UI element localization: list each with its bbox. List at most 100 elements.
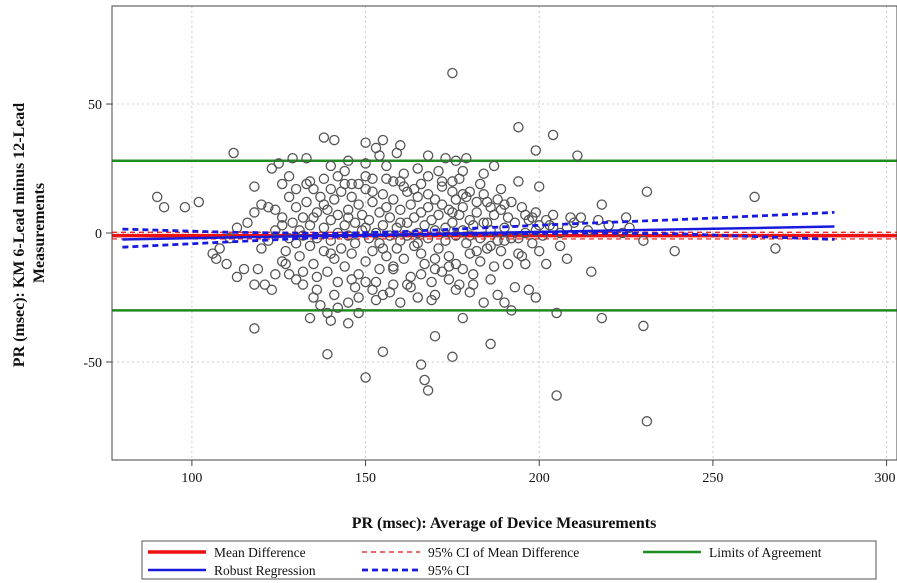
data-point [325,160,337,172]
data-point [374,207,385,218]
data-point [381,173,392,185]
data-point [388,194,399,205]
data-point [443,204,455,216]
data-point [471,245,482,257]
data-point [381,201,392,213]
regression-ci-lower-curve [122,231,835,249]
data-point [388,176,399,187]
data-point [596,199,608,210]
data-point [308,258,319,270]
data-point [318,245,330,257]
data-point [325,315,337,326]
y-axis-label-line-1: PR (msec): KM 6-Lead minus 12-Lead [11,103,28,368]
data-point [276,220,288,231]
data-point [457,201,469,213]
data-point [238,263,250,275]
data-point [440,152,451,164]
data-point [263,201,274,213]
data-point [384,212,396,223]
data-point [151,191,163,203]
data-point [322,204,333,216]
data-point [492,235,503,246]
data-point [408,212,420,223]
data-point [412,292,423,303]
data-point [485,274,496,285]
data-point [499,199,510,210]
data-point [461,152,472,164]
data-point [367,173,378,185]
data-point [249,207,260,218]
data-point [342,155,354,167]
data-point [391,147,403,159]
data-point [276,256,288,267]
data-point [283,171,295,182]
data-point [377,289,389,301]
data-point [429,289,441,301]
data-point [568,217,580,228]
data-point [335,243,347,254]
data-point [332,302,344,314]
data-point [318,132,330,143]
data-point [450,230,462,241]
data-point [395,235,406,246]
data-point [290,201,302,213]
data-point [495,245,507,257]
data-point [353,269,364,280]
data-point [638,235,649,246]
data-point [360,137,371,148]
data-point [551,390,562,401]
regression-ci-upper-curve [122,211,835,235]
regression-layer [122,211,835,249]
data-point [513,121,524,133]
data-point [478,189,489,200]
data-point [450,155,462,167]
data-point [412,163,423,174]
data-point [586,266,597,277]
data-point [429,253,441,265]
data-point [596,312,608,324]
data-point [520,209,531,221]
data-point [433,243,444,254]
data-point [395,297,406,308]
data-point [415,178,427,190]
legend-label: Robust Regression [214,563,316,578]
data-point [249,323,260,334]
data-point [506,196,517,208]
data-point [377,346,389,357]
data-point [401,279,413,290]
data-point [318,173,330,185]
data-point [422,385,434,396]
data-point [429,263,441,275]
data-point [384,287,396,298]
data-point [575,212,587,223]
data-point [353,178,364,190]
data-point [353,199,364,210]
data-point [301,152,312,164]
data-point [447,217,458,228]
data-point [280,245,291,257]
data-point [242,217,253,228]
data-point [540,258,552,270]
data-point [513,248,524,259]
data-point [513,232,524,244]
data-point [488,160,500,172]
data-point [422,150,434,161]
x-tick-label: 250 [702,471,723,486]
data-point [367,186,378,197]
data-point [412,238,423,249]
data-point [342,204,354,216]
data-point [349,238,361,249]
data-point [415,248,427,259]
data-point [252,263,264,275]
legend-item: Limits of Agreement [643,545,822,560]
y-ticks: -50 0 50 [83,98,112,371]
data-point [374,263,385,275]
data-point [447,67,458,79]
data-point [523,214,535,226]
y-tick-label: 0 [95,227,102,242]
data-point [419,374,430,386]
data-point [422,189,434,200]
data-point [388,263,399,275]
data-point [502,212,514,223]
data-point [360,158,371,169]
